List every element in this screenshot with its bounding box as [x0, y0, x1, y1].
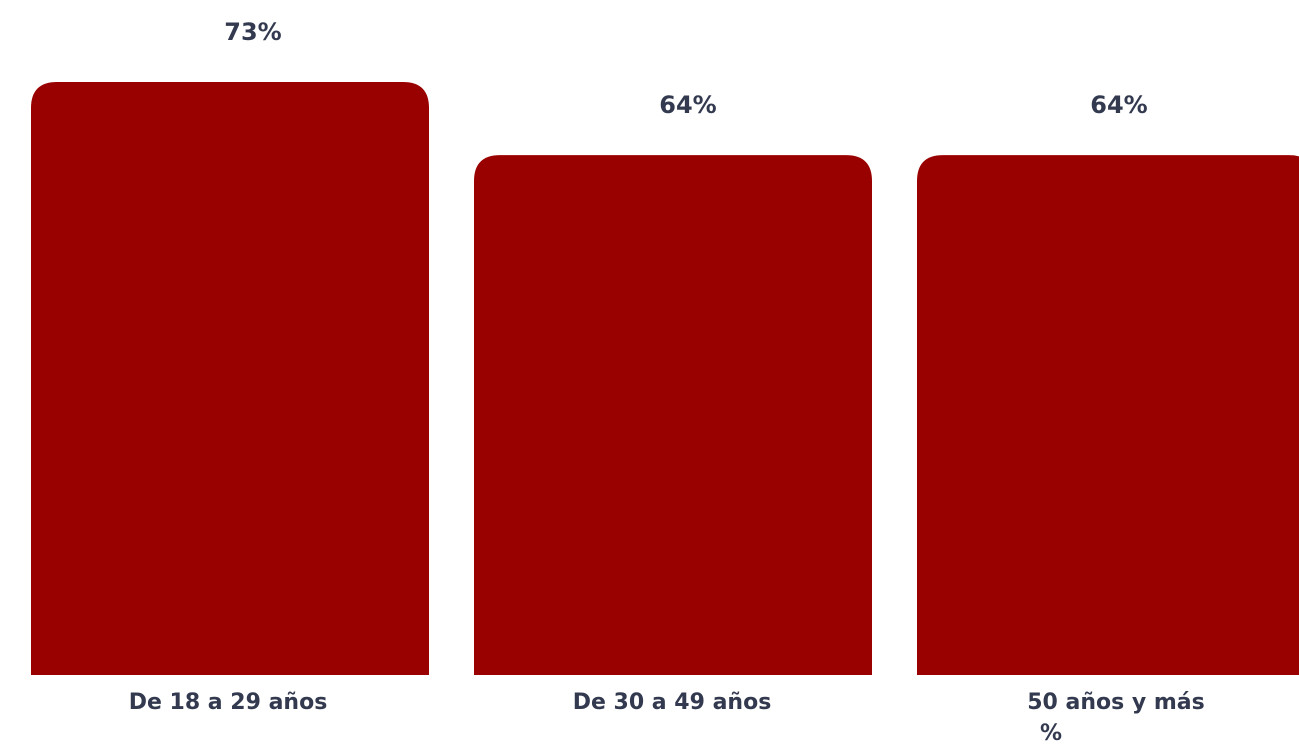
- bars-layer: [31, 82, 1299, 675]
- value-label-3: 64%: [1090, 91, 1147, 119]
- value-label-1: 73%: [224, 18, 281, 46]
- bar-1: [31, 82, 429, 675]
- category-label-3: 50 años y más: [1027, 690, 1205, 715]
- bar-2: [474, 155, 872, 675]
- category-label-2: De 30 a 49 años: [573, 690, 772, 715]
- value-label-2: 64%: [659, 91, 716, 119]
- category-label-1: De 18 a 29 años: [129, 690, 328, 715]
- bar-3: [917, 155, 1299, 675]
- unit-label: %: [1040, 721, 1062, 746]
- labels-layer: 73% De 18 a 29 años 64% De 30 a 49 años 64% 5…: [129, 18, 1205, 715]
